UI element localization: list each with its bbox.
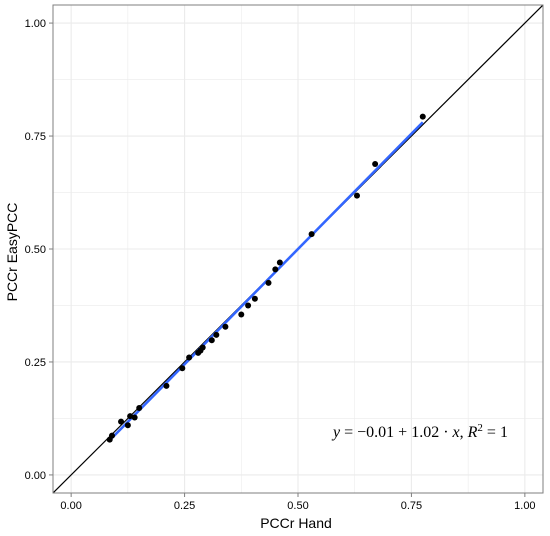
y-axis-title: PCCr EasyPCC xyxy=(4,203,20,302)
data-points xyxy=(106,113,426,443)
eq-r-sup: 2 xyxy=(477,422,483,434)
data-point xyxy=(179,365,186,372)
regression-equation: y = −0.01 + 1.02 · x, R2 = 1 xyxy=(331,422,508,441)
data-point xyxy=(127,413,134,420)
data-point xyxy=(251,295,258,302)
x-tick-label: 0.25 xyxy=(174,500,195,512)
grid xyxy=(53,5,543,493)
data-point xyxy=(136,405,143,412)
x-axis-title: PCCr Hand xyxy=(260,515,332,531)
eq-r: R xyxy=(467,424,478,441)
eq-intercept: 0.01 xyxy=(366,424,394,441)
data-point xyxy=(276,259,283,266)
x-tick-label: 0.00 xyxy=(60,500,81,512)
data-point xyxy=(131,414,138,421)
eq-slope: 1.02 xyxy=(411,424,439,441)
data-point xyxy=(108,432,115,439)
eq-comma: , xyxy=(460,424,468,441)
y-tick-label: 0.00 xyxy=(25,470,46,482)
data-point xyxy=(308,231,315,238)
data-point xyxy=(118,418,125,425)
data-point xyxy=(208,337,215,344)
eq-y: y xyxy=(331,424,341,441)
data-point xyxy=(272,266,279,273)
eq-r-equals: = 1 xyxy=(483,424,508,441)
data-point xyxy=(238,311,245,318)
data-point xyxy=(353,192,360,199)
data-point xyxy=(199,344,206,351)
eq-plus: + xyxy=(394,424,411,441)
y-axis: 0.00 0.25 0.50 0.75 1.00 xyxy=(25,18,53,482)
x-tick-label: 0.75 xyxy=(401,500,422,512)
x-axis: 0.00 0.25 0.50 0.75 1.00 xyxy=(60,493,536,512)
y-tick-label: 0.75 xyxy=(25,131,46,143)
data-point xyxy=(186,354,193,361)
eq-equals: = xyxy=(340,424,357,441)
eq-dot: · xyxy=(439,424,452,441)
data-point xyxy=(124,422,131,429)
data-point xyxy=(372,161,379,168)
y-tick-label: 0.25 xyxy=(25,357,46,369)
eq-minus: − xyxy=(357,424,366,441)
plot-panel xyxy=(53,5,543,493)
eq-x: x xyxy=(452,424,460,441)
y-tick-label: 0.50 xyxy=(25,244,46,256)
x-tick-label: 0.50 xyxy=(287,500,308,512)
data-point xyxy=(163,382,170,389)
data-point xyxy=(265,279,272,286)
data-point xyxy=(213,331,220,338)
data-point xyxy=(222,323,229,330)
data-point xyxy=(419,113,426,120)
x-tick-label: 1.00 xyxy=(514,500,535,512)
y-tick-label: 1.00 xyxy=(25,18,46,30)
data-point xyxy=(245,302,252,309)
